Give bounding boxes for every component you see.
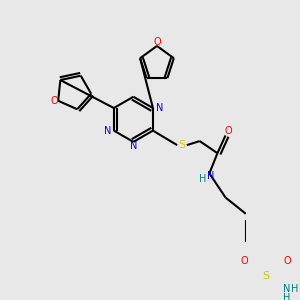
- Text: N: N: [104, 126, 111, 136]
- Text: S: S: [262, 271, 269, 281]
- Text: H: H: [199, 174, 207, 184]
- Text: O: O: [240, 256, 248, 266]
- Text: N: N: [156, 103, 163, 113]
- Text: N: N: [130, 141, 137, 151]
- Text: N: N: [283, 284, 290, 294]
- Text: N: N: [207, 171, 215, 181]
- Text: O: O: [153, 37, 161, 47]
- Text: O: O: [284, 256, 291, 266]
- Text: H: H: [291, 284, 298, 294]
- Text: H: H: [283, 292, 290, 300]
- Text: O: O: [225, 126, 232, 136]
- Text: O: O: [50, 96, 58, 106]
- Text: S: S: [178, 140, 185, 150]
